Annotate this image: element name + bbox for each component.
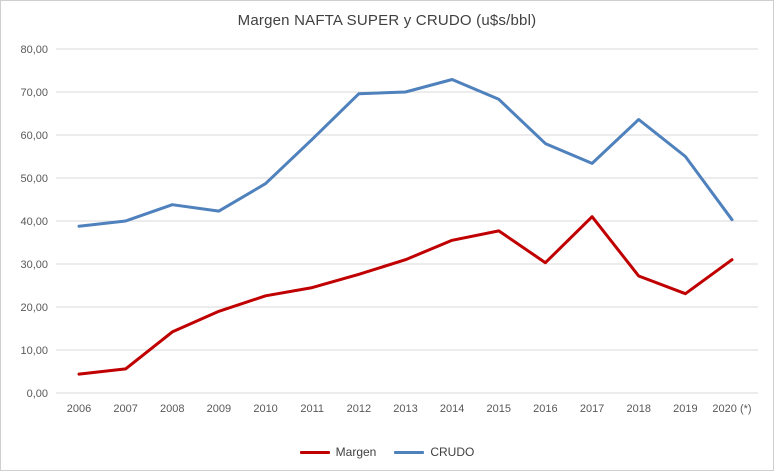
- x-axis-tick-label: 2009: [207, 403, 231, 415]
- legend-label-margen: Margen: [335, 445, 377, 459]
- x-axis-tick-label: 2006: [67, 403, 91, 415]
- chart-title: Margen NAFTA SUPER y CRUDO (u$s/bbl): [237, 12, 537, 29]
- margen-line-swatch-icon: [299, 450, 330, 454]
- x-axis-tick-label: 2019: [673, 403, 697, 415]
- crudo-line-series: [77, 78, 734, 228]
- y-axis-tick-label: 70,00: [20, 87, 48, 99]
- legend-label-crudo: CRUDO: [430, 445, 475, 459]
- x-axis-tick-label: 2016: [533, 403, 557, 415]
- y-axis-tick-label: 0,00: [27, 388, 48, 400]
- x-axis-tick-label: 2010: [253, 403, 277, 415]
- x-axis-tick-label: 2017: [580, 403, 604, 415]
- y-axis-tick-label: 10,00: [20, 345, 48, 357]
- x-axis-tick-label: 2011: [300, 403, 324, 415]
- crudo-line-swatch-icon: [394, 450, 425, 454]
- y-axis-tick-label: 80,00: [20, 44, 48, 56]
- y-axis-tick-label: 40,00: [20, 216, 48, 228]
- legend-item-crudo: CRUDO: [394, 445, 474, 459]
- y-axis-tick-label: 30,00: [20, 259, 48, 271]
- x-axis-tick-label: 2015: [487, 403, 511, 415]
- x-axis-tick-label: 2007: [113, 403, 137, 415]
- y-axis-tick-label: 50,00: [20, 173, 48, 185]
- y-axis-tick-label: 60,00: [20, 130, 48, 142]
- x-axis-tick-label: 2014: [440, 403, 464, 415]
- legend: Margen CRUDO: [1, 445, 773, 459]
- x-axis-tick-label: 2013: [393, 403, 417, 415]
- x-axis-tick-label: 2018: [626, 403, 650, 415]
- x-axis-tick-label: 2008: [160, 403, 184, 415]
- margen-line-series: [77, 215, 734, 376]
- legend-item-margen: Margen: [299, 445, 377, 459]
- y-axis-tick-label: 20,00: [20, 302, 48, 314]
- x-axis-tick-label: 2020 (*): [712, 403, 751, 415]
- x-axis-tick-label: 2012: [347, 403, 371, 415]
